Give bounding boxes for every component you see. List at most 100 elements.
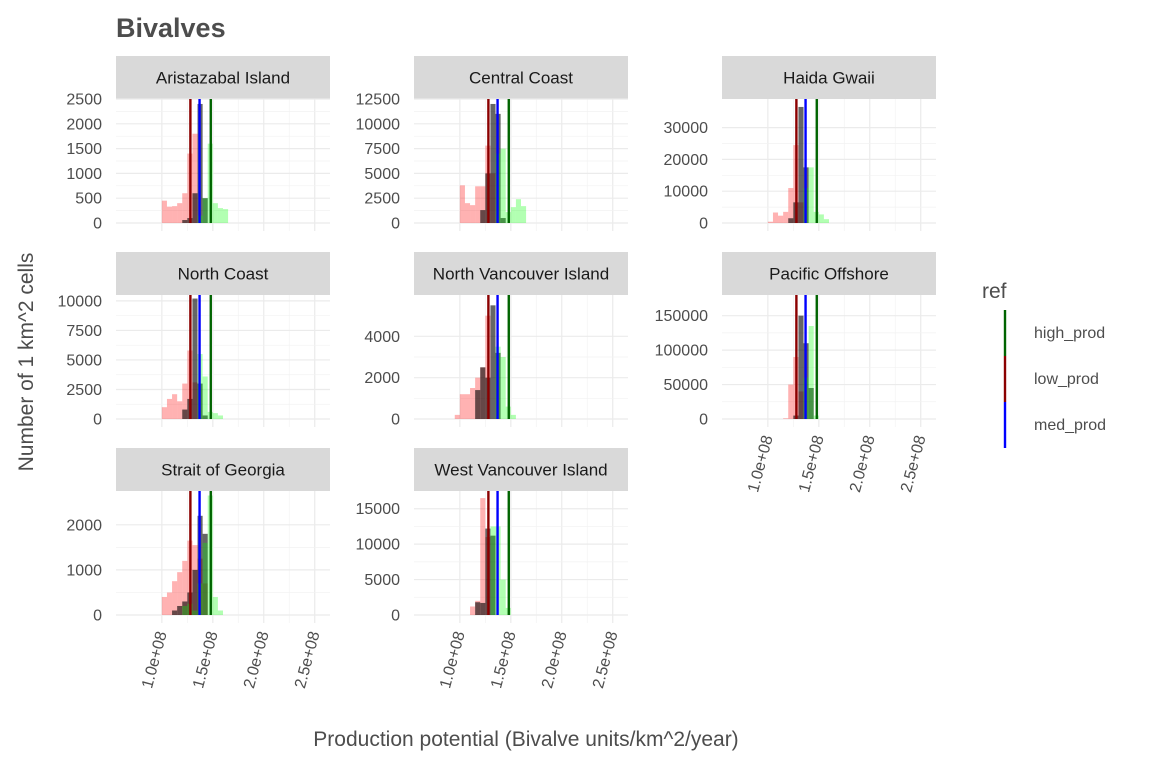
facet-strait-of-georgia: Strait of Georgia 0 1000 2000 1.0e+08 1.5e+08…	[66, 448, 330, 690]
histogram-bar-high	[217, 208, 223, 223]
facet-bars	[161, 103, 229, 223]
histogram-bar-med	[490, 535, 496, 615]
facet-aristazabal-island: Aristazabal Island 0 500 1000 1500 2000 2500	[66, 56, 330, 233]
histogram-bar-low	[783, 211, 789, 223]
y-tick-label: 1000	[66, 166, 102, 183]
histogram-bar-med	[202, 415, 208, 419]
histogram-bar-low	[161, 200, 167, 223]
facet-bars	[161, 495, 223, 615]
histogram-bar-low	[166, 592, 173, 615]
histogram-bar-high	[823, 219, 829, 223]
histogram-bar-low	[177, 401, 183, 419]
y-axis-title: Number of 1 km^2 cells	[15, 253, 38, 472]
histogram-bar-low	[470, 205, 476, 223]
facet-strip-label: North Vancouver Island	[433, 265, 609, 284]
facet-strip	[116, 56, 330, 99]
x-tick-label: 2.5e+08	[590, 630, 622, 691]
histogram-bar-high	[212, 413, 218, 419]
histogram-bar-low	[788, 384, 794, 419]
histogram-bar-high	[192, 610, 198, 615]
facet-north-vancouver-island: North Vancouver Island 0 2000 4000	[364, 252, 628, 429]
y-tick-label: 2000	[66, 517, 102, 534]
histogram-bar-low	[172, 206, 178, 223]
x-tick-label: 2.0e+08	[539, 630, 571, 691]
x-tick-label: 1.5e+08	[190, 630, 222, 691]
histogram-bar-low	[161, 407, 167, 419]
facet-central-coast: Central Coast 0 2500 5000 7500 10000 12500	[356, 56, 628, 233]
y-tick-label: 2500	[66, 382, 102, 399]
facet-strip-label: Haida Gwaii	[783, 69, 875, 88]
reference-lines	[189, 295, 212, 419]
facet-grid	[116, 98, 330, 231]
facet-strip	[722, 56, 936, 99]
y-tick-label: 1500	[66, 141, 102, 158]
histogram-bar-med	[172, 610, 178, 615]
histogram-bar-med	[182, 220, 188, 223]
facet-strip-label: Aristazabal Island	[156, 69, 290, 88]
histogram-bar-high	[521, 206, 527, 223]
legend: ref high_prod low_prod med_prod	[982, 280, 1106, 448]
facet-bars	[767, 106, 829, 223]
histogram-bar-high	[510, 414, 516, 419]
facet-bars	[161, 298, 223, 419]
legend-label-low_prod: low_prod	[1034, 371, 1099, 388]
y-tick-label: 2500	[364, 191, 400, 208]
histogram-bar-med	[500, 218, 506, 223]
histogram-bar-low	[166, 398, 173, 419]
histogram-bar-high	[808, 167, 814, 223]
histogram-bar-low	[182, 193, 188, 223]
facet-panels: Aristazabal Island05001000150020002500Ce…	[58, 56, 936, 691]
facet-west-vancouver-island: West Vancouver Island 0 5000 10000 15000 1.0e…	[356, 448, 628, 691]
histogram-bar-high	[217, 415, 223, 419]
reference-lines	[795, 99, 818, 223]
facet-strip-label: Strait of Georgia	[161, 461, 285, 480]
histogram-bar-med	[475, 390, 481, 419]
x-tick-label: 1.5e+08	[796, 434, 828, 495]
histogram-bar-high	[202, 542, 208, 615]
facet-grid	[414, 491, 628, 623]
facet-north-coast: North Coast 0 2500 5000 7500 10000	[58, 252, 330, 429]
histogram-bar-low	[772, 212, 779, 223]
histogram-bar-high	[500, 357, 506, 419]
histogram-bar-med	[480, 210, 486, 223]
histogram-bar-med	[192, 569, 198, 615]
histogram-bar-high	[212, 203, 218, 223]
facet-grid	[116, 491, 330, 623]
histogram-bar-med	[192, 193, 198, 223]
histogram-bar-high	[223, 209, 229, 223]
facet-strip-label: North Coast	[178, 265, 269, 284]
facet-grid	[722, 295, 936, 427]
histogram-bar-low	[182, 560, 188, 615]
histogram-bar-high	[818, 214, 824, 223]
histogram-bar-med	[202, 533, 208, 615]
y-tick-label: 0	[93, 216, 102, 233]
y-tick-label: 10000	[356, 116, 401, 133]
histogram-bar-med	[490, 305, 496, 419]
y-tick-label: 100000	[655, 343, 708, 360]
x-axis-title: Production potential (Bivalve units/km^2…	[313, 728, 738, 751]
histogram-bar-high	[515, 199, 521, 223]
histogram-bar-low	[778, 215, 784, 223]
histogram-bar-med	[192, 298, 198, 419]
x-tick-label: 2.0e+08	[241, 630, 273, 691]
histogram-bar-high	[202, 376, 208, 419]
histogram-bar-low	[470, 388, 476, 419]
reference-lines	[487, 295, 510, 419]
histogram-bar-high	[500, 148, 506, 223]
histogram-bar-high	[808, 326, 814, 419]
histogram-bar-high	[182, 605, 188, 615]
facet-grid	[722, 99, 936, 231]
histogram-bar-low	[459, 185, 465, 223]
legend-label-med_prod: med_prod	[1034, 417, 1106, 434]
histogram-bar-med	[798, 315, 804, 419]
y-tick-label: 0	[699, 216, 708, 233]
facet-grid	[414, 98, 628, 231]
facet-pacific-offshore: Pacific Offshore 0 50000 100000 150000 1.0e+0…	[655, 252, 936, 494]
histogram-bar-low	[470, 606, 476, 615]
histogram-bar-high	[217, 610, 223, 615]
histogram-bar-med	[490, 103, 496, 223]
x-tick-label: 1.0e+08	[437, 630, 469, 691]
histogram-bar-med	[182, 409, 188, 419]
y-tick-label: 0	[699, 412, 708, 429]
histogram-bar-med	[480, 367, 486, 419]
